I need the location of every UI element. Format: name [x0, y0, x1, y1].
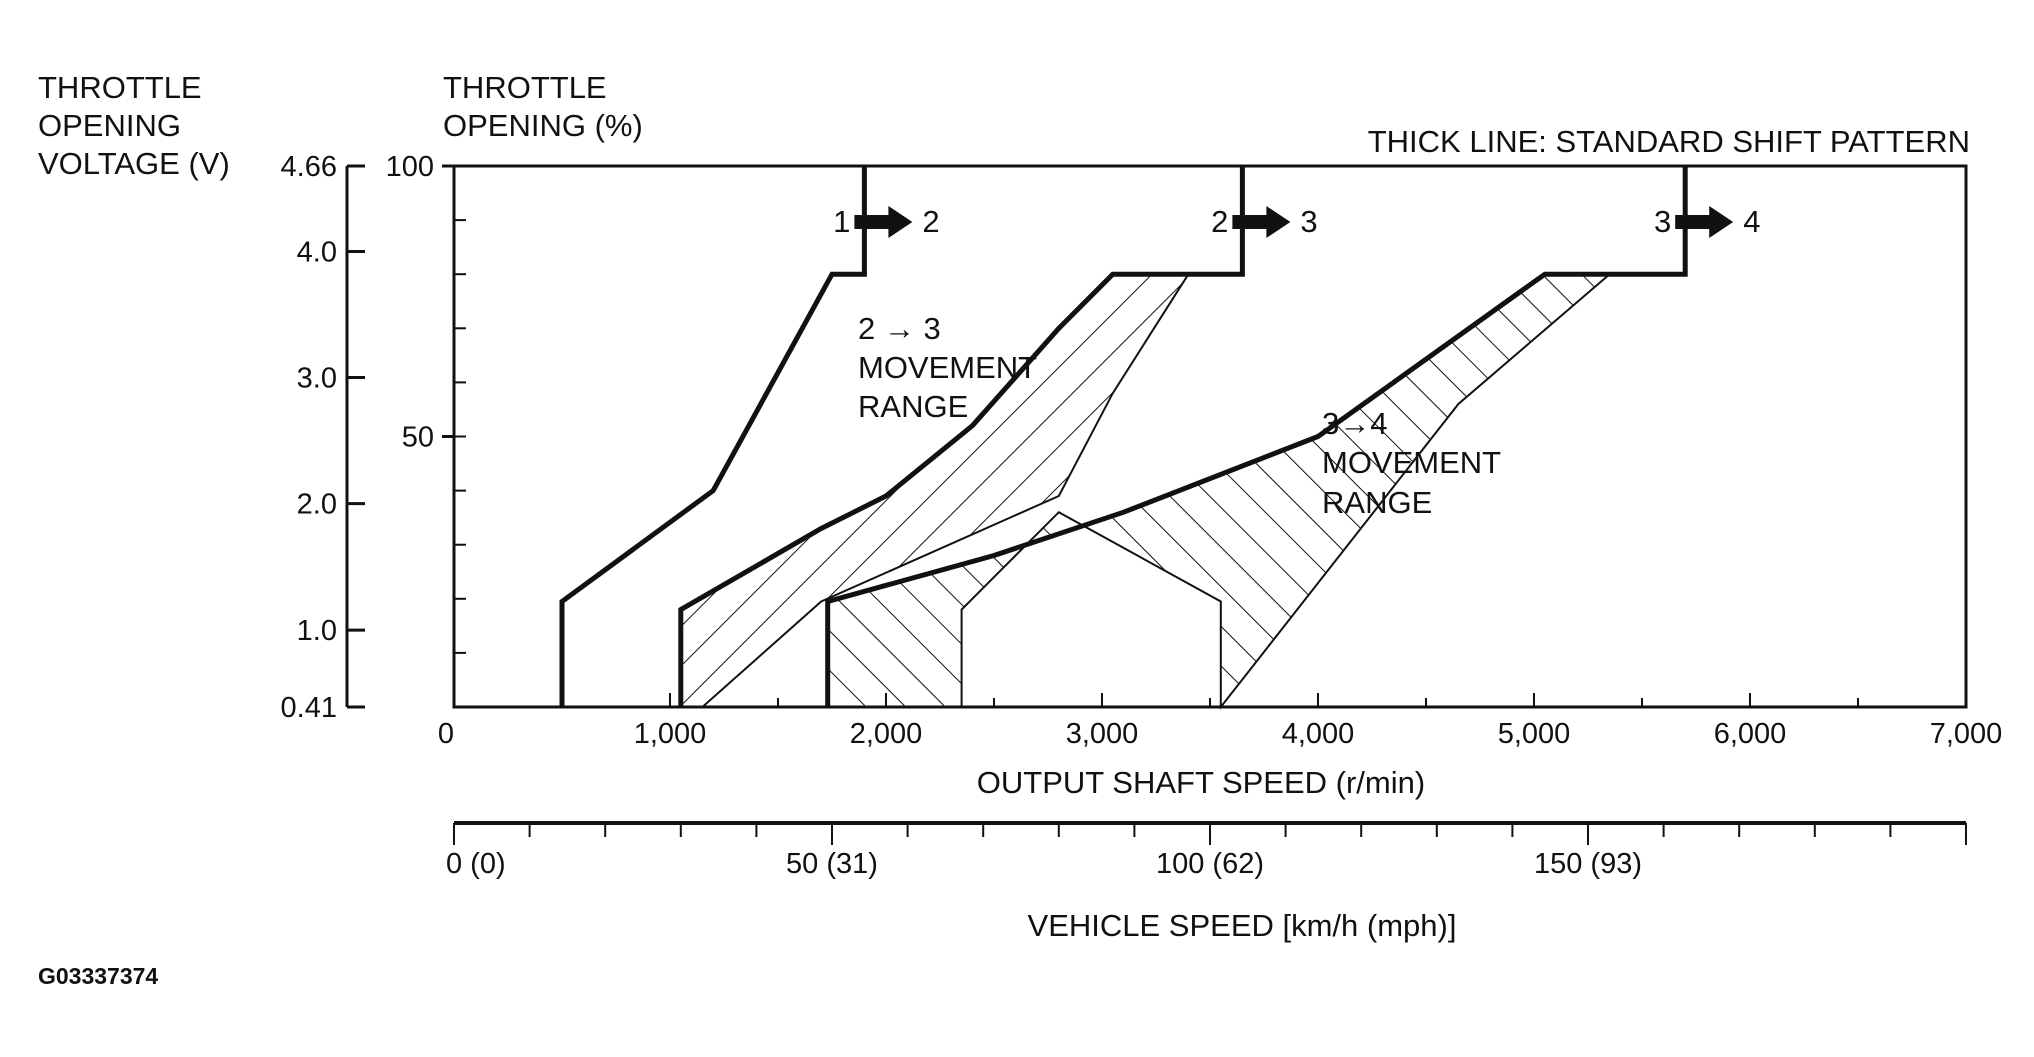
- voltage-axis-title-line2: OPENING: [38, 108, 181, 143]
- percent-axis-title-line1: THROTTLE: [443, 70, 607, 105]
- percent-axis-title-line2: OPENING (%): [443, 108, 643, 143]
- shift-label-to-4: 4: [1743, 204, 1760, 239]
- figure-code: G03337374: [38, 963, 158, 989]
- shift-arrow-3-4: [1675, 206, 1734, 238]
- shift-arrow-2-3: [1232, 206, 1291, 238]
- shift-label-to-2: 2: [922, 204, 939, 239]
- vehicle-speed-tick-label: 150 (93): [1534, 848, 1642, 880]
- vehicle-speed-tick-label: 0 (0): [446, 848, 506, 880]
- voltage-tick-label: 3.0: [297, 363, 337, 395]
- shift-line-3-4: [825, 166, 1688, 707]
- voltage-axis-title-line3: VOLTAGE (V): [38, 146, 230, 181]
- x-tick-label: 7,000: [1930, 718, 2003, 750]
- voltage-axis: 4.66 4.0 3.0 2.0 1.0 0.41: [281, 151, 365, 724]
- x-axis-title: OUTPUT SHAFT SPEED (r/min): [977, 765, 1425, 800]
- percent-axis: 100 50: [386, 151, 466, 708]
- range-2-3-label-line2: MOVEMENT: [858, 350, 1037, 385]
- vehicle-speed-tick-label: 100 (62): [1156, 848, 1264, 880]
- shift-label-from-1: 1: [833, 204, 850, 239]
- output-shaft-speed-axis: 0 1,000 2,000 3,000 4,000 5,000 6,000 7,000: [438, 693, 2002, 750]
- x-tick-label: 0: [438, 718, 454, 750]
- shift-label-from-2: 2: [1211, 204, 1228, 239]
- percent-tick-label: 50: [402, 422, 434, 454]
- x-tick-label: 3,000: [1066, 718, 1139, 750]
- range-3-4-label-line1: 3→4: [1322, 406, 1387, 441]
- shift-label-to-3: 3: [1300, 204, 1317, 239]
- voltage-tick-label: 2.0: [297, 489, 337, 521]
- range-3-4-label-line3: RANGE: [1322, 485, 1432, 520]
- x2-axis-title: VEHICLE SPEED [km/h (mph)]: [1028, 908, 1457, 943]
- shift-labels: 1 2 2 3 3 4: [833, 204, 1760, 239]
- voltage-axis-title-line1: THROTTLE: [38, 70, 202, 105]
- shift-line-1-2: [559, 166, 867, 707]
- voltage-tick-label: 4.66: [281, 151, 337, 183]
- movement-range-regions: [679, 273, 1613, 710]
- x-tick-label: 6,000: [1714, 718, 1787, 750]
- range-3-4-label-line2: MOVEMENT: [1322, 445, 1501, 480]
- range-2-3-label-line1: 2 → 3: [858, 311, 941, 346]
- shift-line-2-3: [678, 166, 1245, 707]
- shift-arrow-1-2: [854, 206, 913, 238]
- x-tick-label: 1,000: [634, 718, 707, 750]
- x-tick-label: 4,000: [1282, 718, 1355, 750]
- vehicle-speed-axis: 0 (0) 50 (31) 100 (62) 150 (93): [446, 821, 1967, 880]
- vehicle-speed-tick-label: 50 (31): [786, 848, 878, 880]
- voltage-tick-label: 1.0: [297, 615, 337, 647]
- x-tick-label: 5,000: [1498, 718, 1571, 750]
- shift-label-from-3: 3: [1654, 204, 1671, 239]
- range-2-3-label-line3: RANGE: [858, 389, 968, 424]
- percent-tick-label: 100: [386, 151, 434, 183]
- x-tick-label: 2,000: [850, 718, 923, 750]
- voltage-tick-label: 0.41: [281, 692, 337, 724]
- voltage-tick-label: 4.0: [297, 236, 337, 268]
- standard-shift-lines: [559, 166, 1688, 707]
- legend-note: THICK LINE: STANDARD SHIFT PATTERN: [1368, 124, 1970, 159]
